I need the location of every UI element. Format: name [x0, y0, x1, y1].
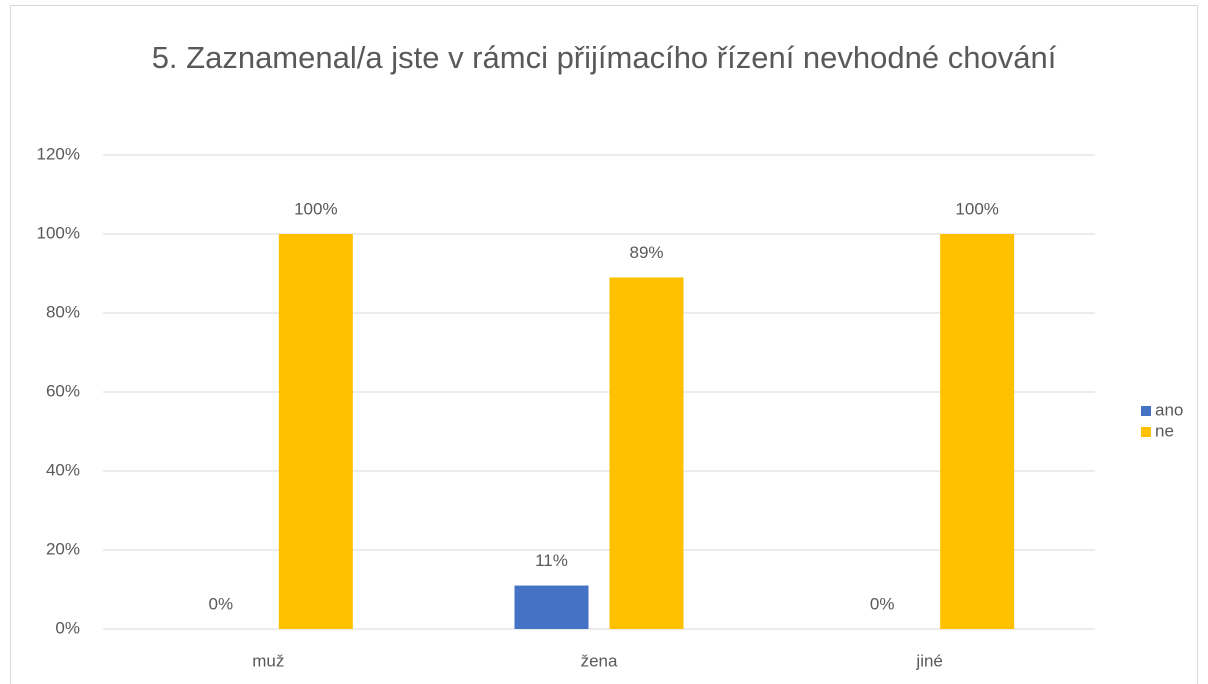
data-label: 100% — [294, 199, 337, 218]
y-tick-label: 80% — [46, 302, 80, 321]
bar — [940, 234, 1015, 629]
y-tick-label: 20% — [46, 539, 80, 558]
x-tick-label: žena — [581, 651, 618, 670]
y-tick-label: 60% — [46, 381, 80, 400]
x-tick-label: muž — [252, 651, 284, 670]
chart-border — [10, 5, 1198, 684]
bar — [278, 234, 353, 629]
data-label: 11% — [535, 551, 568, 570]
y-tick-label: 120% — [37, 144, 80, 163]
y-tick-label: 40% — [46, 460, 80, 479]
data-label: 0% — [870, 594, 895, 613]
x-tick-label: jiné — [915, 651, 942, 670]
bar — [514, 585, 589, 629]
data-label: 89% — [629, 243, 663, 262]
legend-swatch — [1141, 427, 1151, 437]
y-tick-label: 0% — [55, 618, 80, 637]
bar — [609, 277, 684, 629]
legend-swatch — [1141, 406, 1151, 416]
legend-label: ano — [1155, 400, 1183, 419]
data-label: 0% — [209, 594, 234, 613]
chart-title: 5. Zaznamenal/a jste v rámci přijímacího… — [151, 40, 1057, 75]
y-tick-label: 100% — [37, 223, 80, 242]
legend-label: ne — [1155, 421, 1174, 440]
data-label: 100% — [955, 199, 998, 218]
